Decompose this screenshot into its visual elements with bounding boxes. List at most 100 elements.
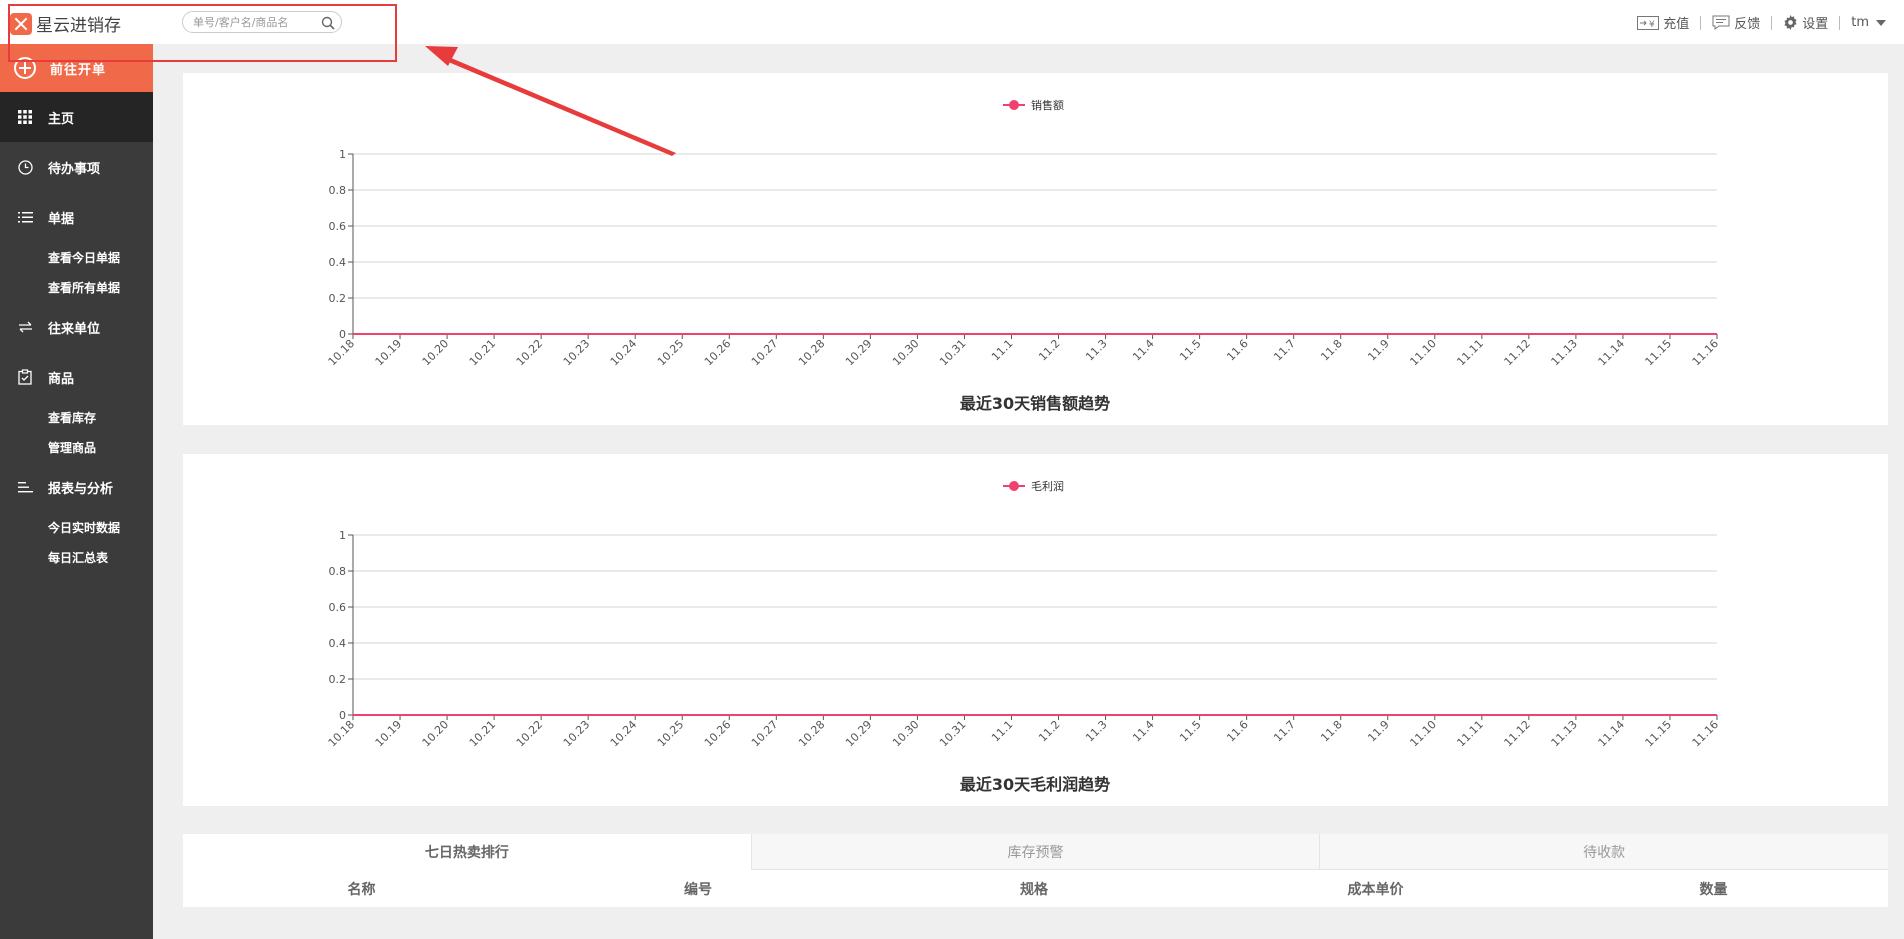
tab-receivables[interactable]: 待收款 — [1319, 834, 1889, 870]
feedback-label: 反馈 — [1734, 17, 1761, 32]
profit-chart-panel: 毛利润 0 0.2 0.4 0.6 0.8 1 10.18 10.19 10.20 10.21 10.… — [183, 454, 1888, 806]
settings-label: 设置 — [1802, 17, 1829, 32]
x-tick-label: 10.30 — [890, 337, 921, 368]
sales-chart-panel: 销售额 0 0.2 0.4 0.6 0.8 1 10.18 10.19 10.20 10.21 10.… — [183, 73, 1888, 425]
y-tick-label: 1 — [339, 529, 346, 542]
recharge-button[interactable]: ¥ 充值 — [1637, 13, 1689, 32]
sidebar-item-reports-realtime[interactable]: 今日实时数据 — [48, 520, 121, 535]
x-tick-label: 10.18 — [326, 337, 357, 368]
y-tick-label: 0.8 — [329, 565, 347, 578]
list-icon — [17, 209, 33, 225]
x-tick-label: 11.6 — [1224, 718, 1251, 745]
column-header-name: 名称 — [347, 881, 376, 898]
gear-icon — [1784, 15, 1797, 30]
x-tick-label: 11.5 — [1177, 337, 1204, 364]
chart-title: 最近30天销售额趋势 — [960, 394, 1110, 413]
recharge-icon: ¥ — [1637, 15, 1660, 30]
sidebar-item-documents-today[interactable]: 查看今日单据 — [48, 250, 121, 265]
x-tick-label: 11.1 — [989, 718, 1016, 745]
x-tick-label: 10.27 — [749, 337, 780, 368]
y-tick-label: 0.2 — [329, 673, 347, 686]
x-tick-label: 10.27 — [749, 718, 780, 749]
x-tick-label: 10.28 — [796, 718, 827, 749]
settings-button[interactable]: 设置 — [1783, 13, 1828, 32]
feedback-button[interactable]: 反馈 — [1712, 13, 1760, 32]
sidebar-item-documents[interactable]: 单据 — [0, 192, 153, 242]
tab-hot-sales[interactable]: 七日热卖排行 — [183, 834, 751, 870]
sidebar-item-label: 主页 — [48, 111, 75, 127]
sidebar-item-partners[interactable]: 往来单位 — [0, 302, 153, 352]
x-tick-label: 11.3 — [1083, 337, 1110, 364]
x-tick-label: 11.14 — [1596, 337, 1627, 368]
search-icon[interactable] — [321, 15, 335, 34]
app-logo[interactable]: 星云进销存 — [10, 11, 121, 36]
x-tick-label: 10.19 — [373, 337, 404, 368]
x-tick-label: 11.11 — [1454, 718, 1485, 749]
new-order-button[interactable]: 前往开单 — [0, 44, 153, 92]
y-tick-label: 0.6 — [329, 220, 347, 233]
recharge-label: 充值 — [1663, 17, 1690, 32]
y-tick-label: 0 — [339, 709, 346, 722]
x-tick-label: 11.15 — [1643, 337, 1674, 368]
search-input[interactable] — [193, 13, 313, 31]
svg-text:¥: ¥ — [1649, 20, 1655, 30]
x-tick-label: 10.31 — [937, 337, 968, 368]
user-menu[interactable]: tm — [1851, 15, 1886, 30]
x-tick-label: 11.12 — [1502, 337, 1533, 368]
x-tick-label: 11.9 — [1365, 718, 1392, 745]
sidebar-item-label: 报表与分析 — [48, 481, 114, 497]
chevron-down-icon — [1876, 19, 1886, 26]
x-tick-label: 10.26 — [702, 718, 733, 749]
column-header-cost: 成本单价 — [1347, 881, 1404, 898]
sidebar-item-goods-stock[interactable]: 查看库存 — [48, 410, 97, 425]
app-title: 星云进销存 — [36, 16, 121, 36]
search-box[interactable] — [182, 11, 342, 33]
sidebar-item-label: 单据 — [48, 211, 75, 227]
ranking-tabs: 七日热卖排行 库存预警 待收款 名称 编号 规格 成本单价 数量 — [183, 834, 1889, 907]
x-tick-label: 11.2 — [1036, 718, 1063, 745]
x-tick-label: 11.4 — [1130, 337, 1157, 364]
legend-label: 销售额 — [1031, 98, 1064, 112]
sidebar-item-label: 商品 — [48, 371, 75, 387]
grid-icon — [17, 109, 33, 125]
column-header-quantity: 数量 — [1699, 881, 1728, 898]
top-bar: 星云进销存 ¥ 充值 反馈 设置 tm — [0, 0, 1904, 44]
legend-label: 毛利润 — [1031, 479, 1064, 493]
sidebar-item-home[interactable]: 主页 — [0, 92, 153, 142]
x-tick-label: 11.12 — [1502, 718, 1533, 749]
sidebar-item-reports[interactable]: 报表与分析 — [0, 462, 153, 512]
plus-icon — [14, 57, 36, 79]
x-tick-label: 11.2 — [1036, 337, 1063, 364]
x-tick-label: 10.23 — [561, 718, 592, 749]
x-tick-label: 11.10 — [1407, 718, 1438, 749]
x-tick-label: 11.13 — [1549, 718, 1580, 749]
x-tick-label: 10.18 — [326, 718, 357, 749]
tab-stock-warning[interactable]: 库存预警 — [750, 834, 1320, 870]
x-tick-label: 11.5 — [1177, 718, 1204, 745]
x-tick-label: 10.21 — [467, 718, 498, 749]
top-actions: ¥ 充值 反馈 设置 tm — [1637, 13, 1886, 32]
sidebar-item-todo[interactable]: 待办事项 — [0, 142, 153, 192]
x-tick-label: 10.21 — [467, 337, 498, 368]
x-tick-label: 10.22 — [514, 337, 545, 368]
x-tick-label: 11.14 — [1596, 718, 1627, 749]
sidebar-item-label: 往来单位 — [48, 321, 101, 337]
x-tick-label: 11.7 — [1271, 718, 1298, 745]
x-tick-label: 11.7 — [1271, 337, 1298, 364]
x-tick-label: 10.24 — [608, 718, 639, 749]
x-tick-label: 11.13 — [1549, 337, 1580, 368]
x-tick-label: 10.31 — [937, 718, 968, 749]
x-tick-label: 11.8 — [1318, 718, 1345, 745]
sidebar-item-goods-manage[interactable]: 管理商品 — [48, 440, 97, 455]
y-tick-label: 0.6 — [329, 601, 347, 614]
x-tick-label: 10.29 — [843, 337, 874, 368]
clipboard-check-icon — [17, 369, 33, 385]
sidebar-item-label: 待办事项 — [48, 161, 101, 177]
user-name: tm — [1851, 15, 1869, 30]
legend-marker — [1009, 100, 1019, 110]
sidebar-item-documents-all[interactable]: 查看所有单据 — [48, 280, 121, 295]
sidebar-item-reports-daily[interactable]: 每日汇总表 — [48, 550, 109, 565]
sidebar: 前往开单 主页 待办事项 单据 查看今日单据 查看所有单据 往来单位 商品 查看… — [0, 44, 153, 939]
x-tick-label: 10.22 — [514, 718, 545, 749]
sidebar-item-goods[interactable]: 商品 — [0, 352, 153, 402]
